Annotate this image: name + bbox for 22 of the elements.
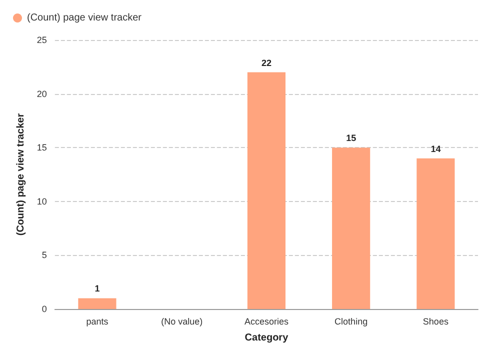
y-axis-title: (Count) page view tracker xyxy=(16,113,26,236)
data-label: 14 xyxy=(430,144,441,154)
y-tick-label: 20 xyxy=(36,88,47,99)
bar xyxy=(247,72,286,309)
x-axis-title: Category xyxy=(244,332,289,344)
bar xyxy=(416,158,455,309)
bar xyxy=(332,148,370,309)
legend-label: (Count) page view tracker xyxy=(27,12,142,24)
x-tick-label: Shoes xyxy=(422,316,449,326)
x-tick-label: Clothing xyxy=(334,316,368,326)
y-tick-label: 25 xyxy=(36,35,47,45)
y-tick-label: 10 xyxy=(36,196,47,206)
x-tick-label: pants xyxy=(86,316,109,326)
y-tick-label: 0 xyxy=(42,304,47,314)
y-tick-label: 5 xyxy=(42,250,47,260)
y-tick-label: 15 xyxy=(36,142,47,153)
data-label: 22 xyxy=(261,58,272,68)
data-label: 15 xyxy=(346,133,356,144)
bar xyxy=(78,298,116,309)
x-tick-label: Accesories xyxy=(244,316,289,326)
data-label: 1 xyxy=(94,284,100,294)
x-tick-label: (No value) xyxy=(161,316,203,326)
